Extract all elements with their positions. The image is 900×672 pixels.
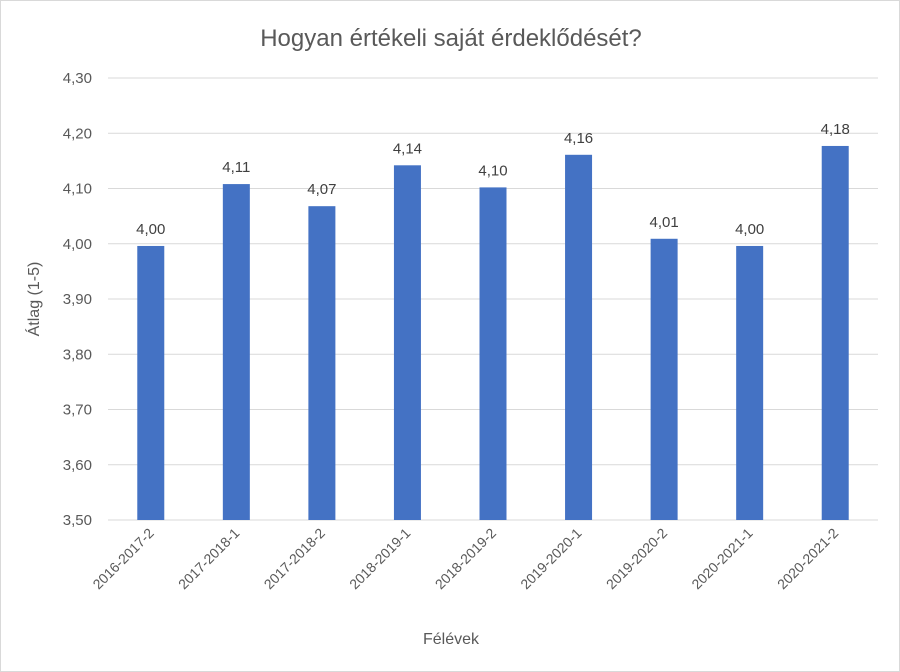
- data-label: 4,01: [650, 214, 679, 231]
- bar: [308, 206, 336, 520]
- bar: [821, 145, 849, 520]
- bar: [565, 154, 593, 521]
- bar: [736, 245, 764, 520]
- bar: [222, 184, 250, 520]
- x-tick-label: 2017-2018-2: [261, 525, 329, 593]
- data-label: 4,16: [564, 130, 593, 147]
- x-tick-label: 2020-2021-1: [688, 525, 756, 593]
- x-tick-label: 2016-2017-2: [89, 525, 157, 593]
- x-tick-label: 2018-2019-2: [432, 525, 500, 593]
- chart-title: Hogyan értékeli saját érdeklődését?: [260, 25, 642, 52]
- y-tick-label: 4,20: [63, 125, 92, 142]
- x-tick-label: 2019-2020-2: [603, 525, 671, 593]
- data-label: 4,07: [307, 181, 336, 198]
- y-tick-label: 4,00: [63, 236, 92, 253]
- x-tick-label: 2019-2020-1: [517, 525, 585, 593]
- data-label: 4,11: [222, 159, 250, 176]
- y-tick-label: 4,30: [63, 70, 92, 87]
- data-label: 4,00: [735, 221, 764, 238]
- y-tick-label: 3,50: [63, 512, 92, 529]
- y-axis-title: Átlag (1-5): [24, 262, 43, 337]
- y-tick-label: 3,70: [63, 402, 92, 419]
- bar: [650, 238, 678, 520]
- y-tick-label: 4,10: [63, 181, 92, 198]
- x-tick-label: 2018-2019-1: [346, 525, 414, 593]
- bars: [137, 145, 849, 521]
- bar: [393, 165, 421, 521]
- data-label: 4,18: [821, 121, 850, 138]
- y-tick-label: 3,60: [63, 457, 92, 474]
- x-axis-ticks: 2016-2017-2 2017-2018-1 2017-2018-2 2018-20…: [89, 525, 841, 593]
- y-tick-label: 3,80: [63, 346, 92, 363]
- y-axis-ticks: 3,50 3,60 3,70 3,80 3,90 4,00 4,10 4,20 4,30: [63, 70, 92, 529]
- bar: [137, 245, 165, 520]
- bar: [479, 187, 507, 520]
- y-tick-label: 3,90: [63, 291, 92, 308]
- x-tick-label: 2017-2018-1: [175, 525, 243, 593]
- data-labels: 4,00 4,11 4,07 4,14 4,10 4,16 4,01 4,00 4,18: [136, 121, 850, 238]
- data-label: 4,14: [393, 140, 422, 157]
- x-axis-title: Félévek: [423, 631, 480, 648]
- x-tick-label: 2020-2021-2: [774, 525, 842, 593]
- data-label: 4,00: [136, 221, 165, 238]
- data-label: 4,10: [478, 162, 507, 179]
